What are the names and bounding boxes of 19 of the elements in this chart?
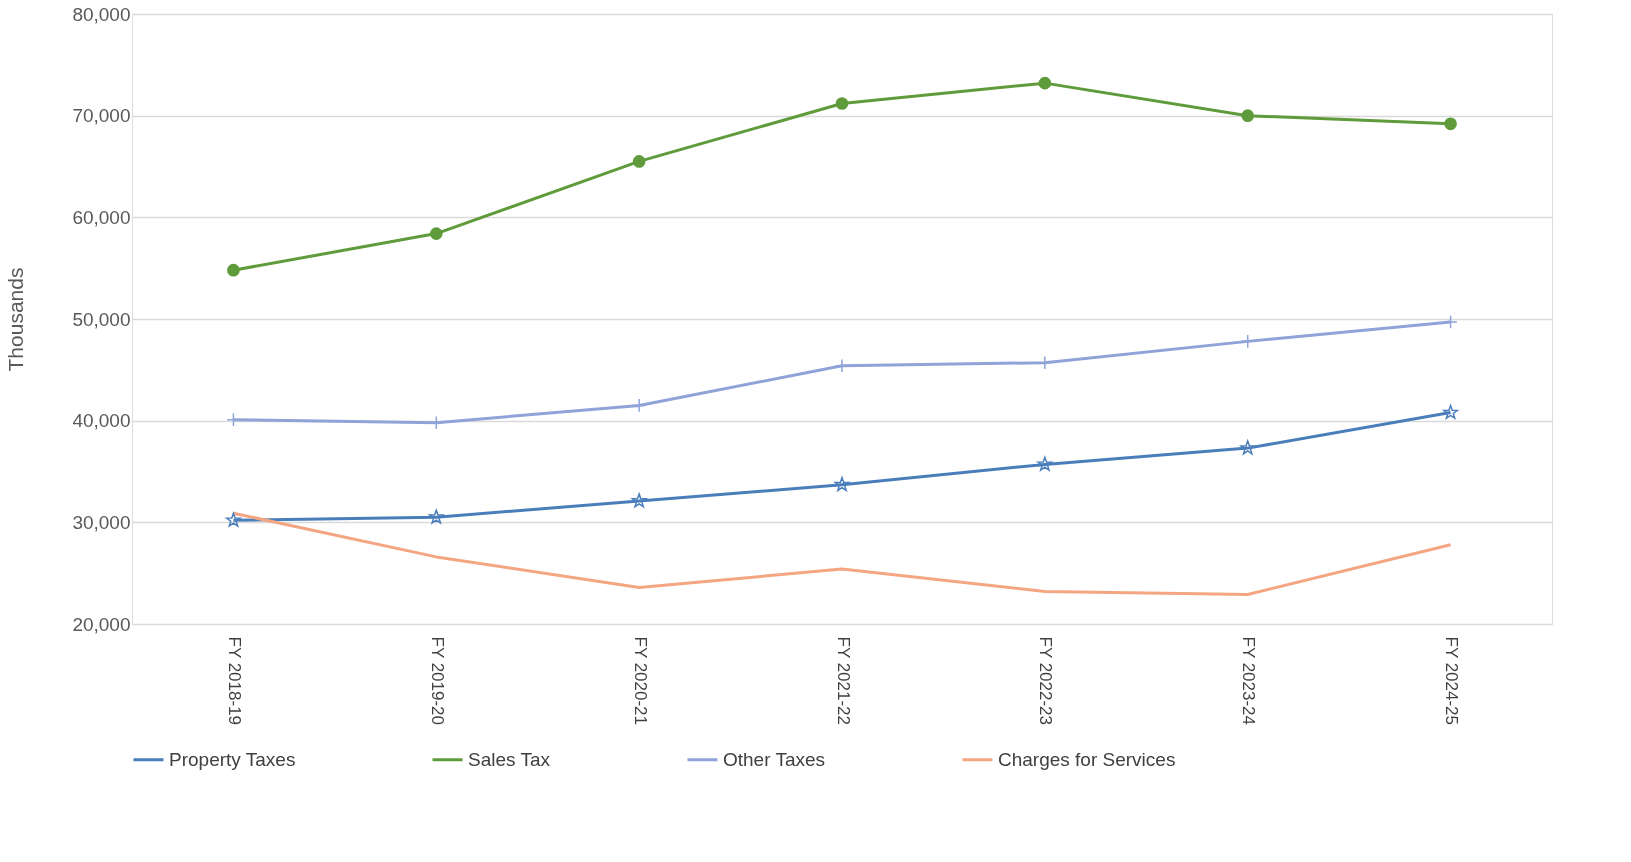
x-tick-label: FY 2020-21 [630, 636, 650, 726]
legend-label: Charges for Services [998, 748, 1176, 770]
y-tick-label: 50,000 [72, 308, 131, 330]
y-tick-label: 40,000 [72, 410, 131, 432]
legend-label: Other Taxes [723, 748, 826, 770]
x-tick-label: FY 2021-22 [833, 636, 853, 726]
x-tick-label: FY 2023-24 [1239, 636, 1259, 726]
y-tick-label: 80,000 [72, 3, 131, 25]
y-tick-label: 70,000 [72, 105, 131, 127]
y-tick-label: 20,000 [72, 613, 131, 635]
y-axis-title: Thousands [4, 267, 28, 372]
legend-label: Property Taxes [169, 748, 296, 770]
x-tick-label: FY 2018-19 [224, 636, 244, 726]
y-tick-label: 60,000 [72, 206, 131, 228]
x-tick-label: FY 2024-25 [1442, 636, 1462, 726]
x-tick-label: FY 2019-20 [427, 636, 447, 726]
y-tick-label: 30,000 [72, 511, 131, 533]
legend-label: Sales Tax [468, 748, 551, 770]
x-tick-label: FY 2022-23 [1036, 636, 1056, 726]
